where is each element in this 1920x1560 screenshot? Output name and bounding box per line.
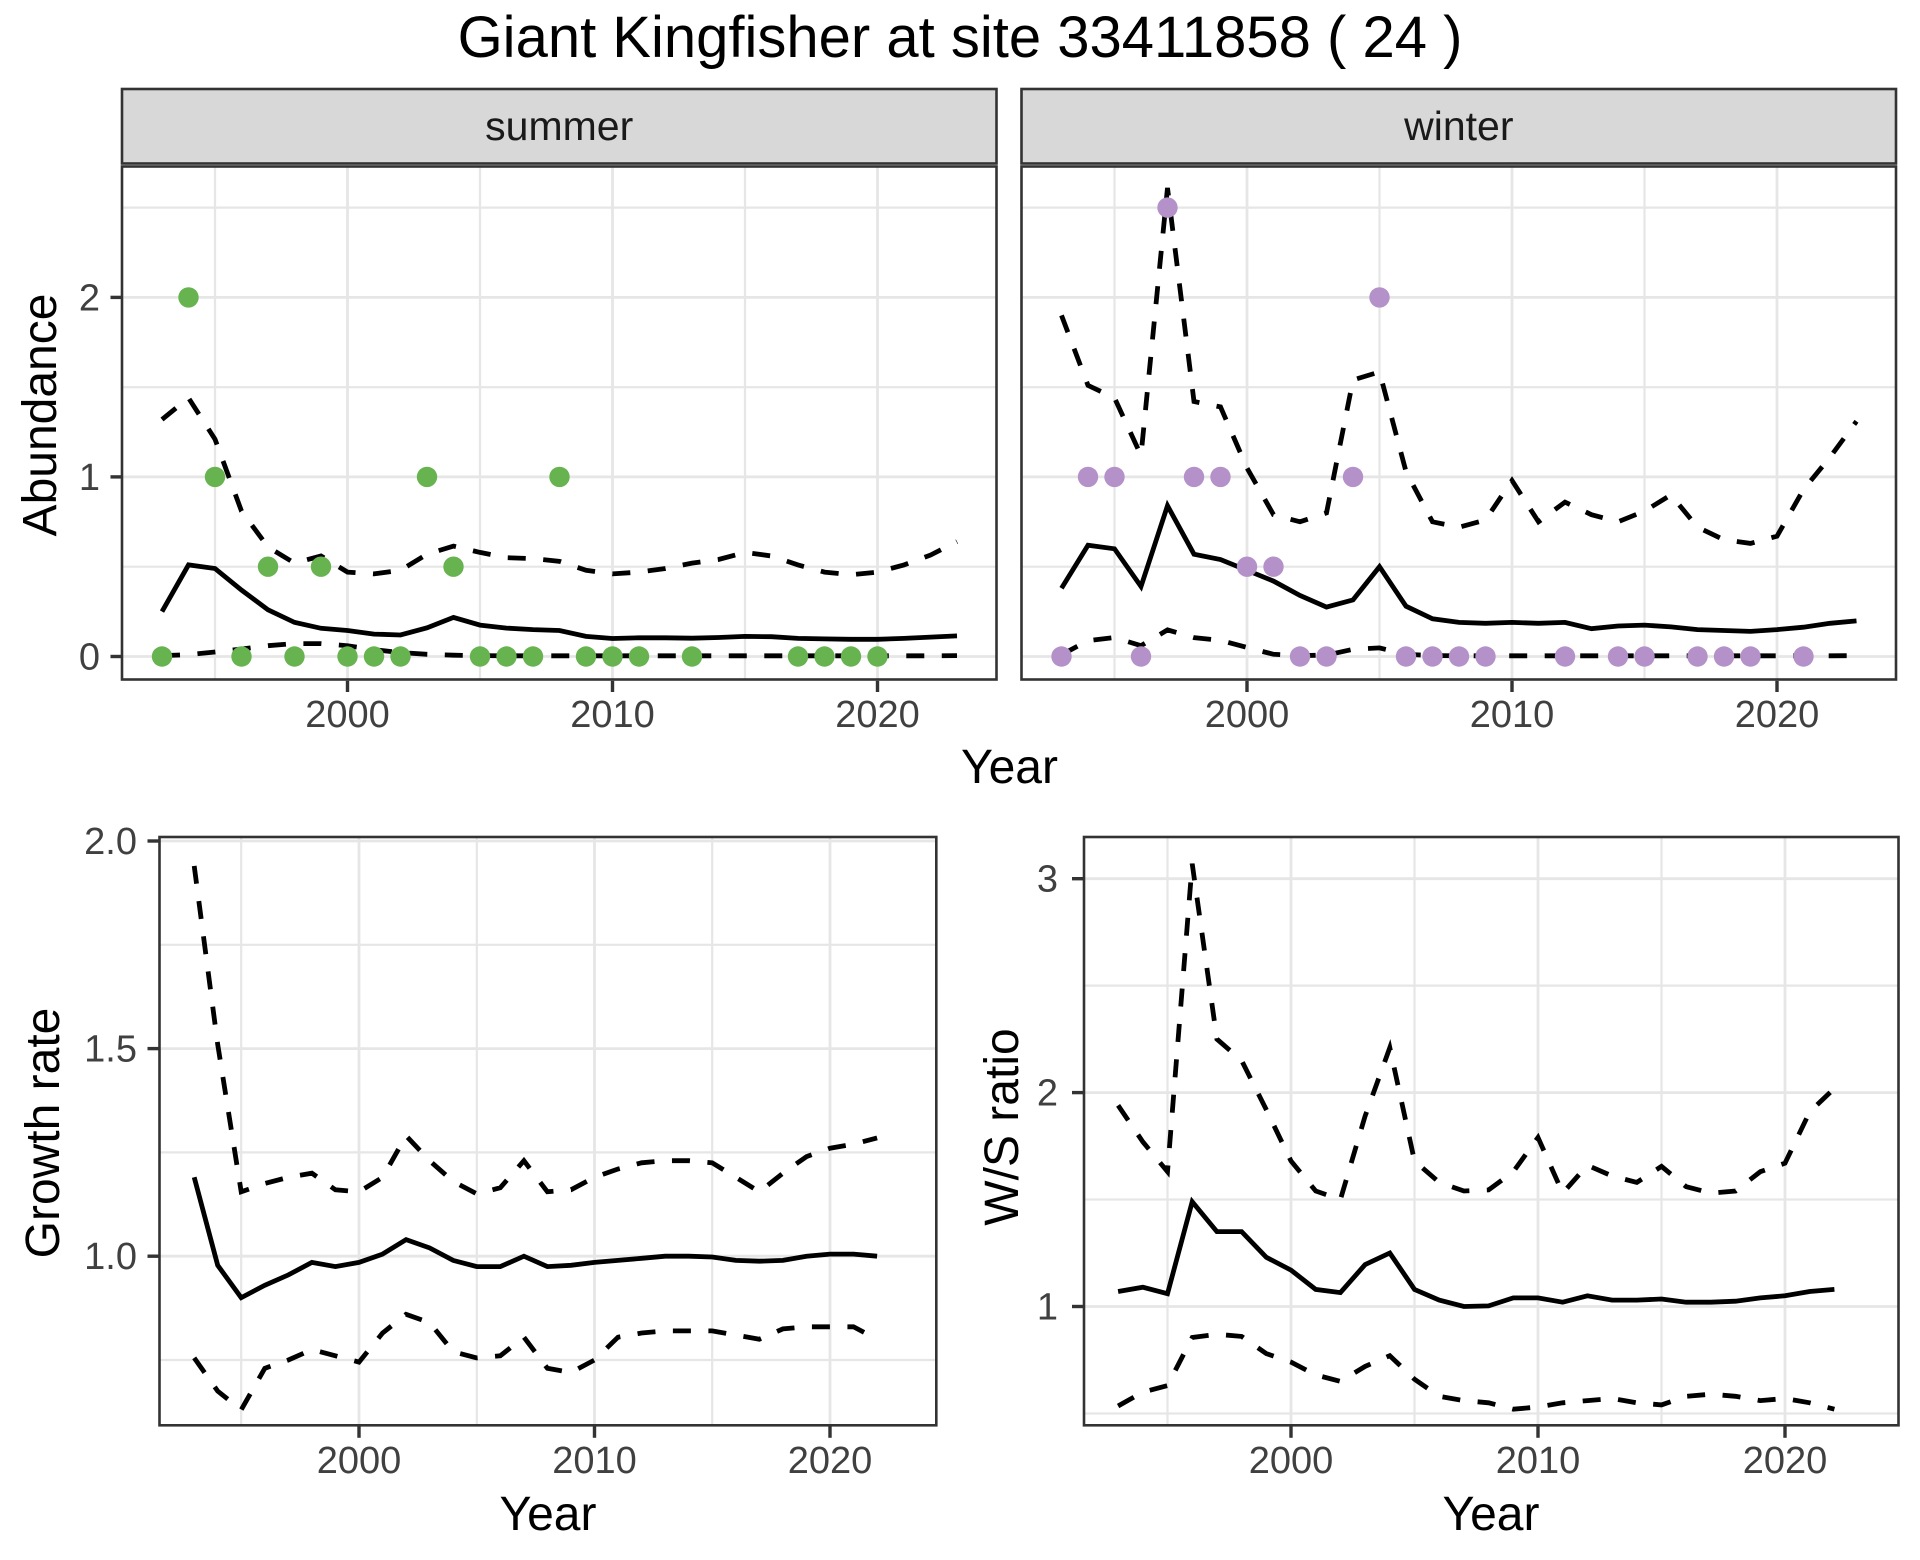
svg-text:2: 2 — [1037, 1073, 1058, 1115]
svg-text:2000: 2000 — [317, 1440, 402, 1482]
svg-text:2020: 2020 — [1735, 694, 1820, 736]
svg-text:2020: 2020 — [788, 1440, 873, 1482]
svg-text:Giant Kingfisher at site 33411: Giant Kingfisher at site 33411858 ( 24 ) — [458, 5, 1463, 70]
svg-text:2.0: 2.0 — [84, 821, 137, 863]
svg-text:1: 1 — [1037, 1287, 1058, 1329]
svg-text:2010: 2010 — [1470, 694, 1555, 736]
svg-text:2000: 2000 — [1249, 1440, 1334, 1482]
svg-text:2020: 2020 — [1743, 1440, 1828, 1482]
svg-text:2: 2 — [79, 277, 100, 319]
svg-text:W/S ratio: W/S ratio — [976, 1028, 1029, 1225]
svg-text:1: 1 — [79, 457, 100, 499]
svg-text:2010: 2010 — [570, 694, 655, 736]
svg-text:2020: 2020 — [835, 694, 920, 736]
svg-text:2000: 2000 — [305, 694, 390, 736]
svg-text:Year: Year — [1443, 1488, 1540, 1541]
svg-text:2010: 2010 — [1496, 1440, 1581, 1482]
svg-text:Year: Year — [500, 1488, 597, 1541]
svg-text:Abundance: Abundance — [14, 294, 67, 537]
svg-text:1.5: 1.5 — [84, 1029, 137, 1071]
svg-text:1.0: 1.0 — [84, 1236, 137, 1278]
svg-text:winter: winter — [1403, 103, 1513, 149]
svg-text:0: 0 — [79, 637, 100, 679]
svg-text:3: 3 — [1037, 859, 1058, 901]
svg-text:2000: 2000 — [1205, 694, 1290, 736]
svg-text:Year: Year — [961, 741, 1058, 794]
svg-text:Growth rate: Growth rate — [17, 1008, 70, 1259]
svg-text:2010: 2010 — [552, 1440, 637, 1482]
svg-text:summer: summer — [485, 103, 633, 149]
